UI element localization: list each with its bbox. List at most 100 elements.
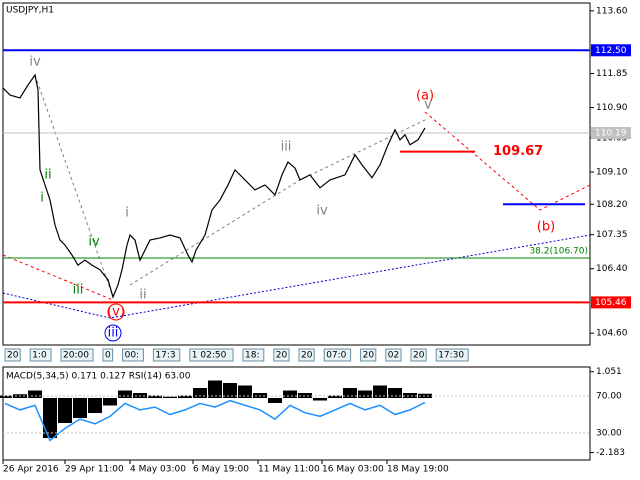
wave-label: iii <box>108 326 119 341</box>
object-tag-label: 17:3 <box>155 351 175 361</box>
object-tag-label: 20 <box>363 351 375 361</box>
wave-label: i <box>40 191 44 206</box>
y-tick-label: 111.85 <box>596 69 628 79</box>
object-tag-label: 02 <box>388 351 399 361</box>
wave-label: (a) <box>416 89 434 104</box>
object-tag <box>360 348 377 362</box>
macd-bar <box>313 398 327 401</box>
object-tag-label: 18: <box>245 351 259 361</box>
y2-tick-label: 30.00 <box>596 429 622 439</box>
macd-bar <box>283 390 297 398</box>
fib-label: 38.2(106.70) <box>529 246 588 256</box>
macd-bar <box>0 395 12 398</box>
macd-bar <box>328 395 342 398</box>
target-label: 109.67 <box>493 144 543 159</box>
main-panel <box>2 2 591 346</box>
x-tick-label: 16 May 03:00 <box>322 465 384 475</box>
macd-bar <box>208 380 222 398</box>
x-tick-label: 18 May 19:00 <box>387 465 449 475</box>
object-tag <box>385 348 402 362</box>
object-tag-label: 1:0 <box>32 351 47 361</box>
macd-bar <box>268 398 282 403</box>
macd-bar <box>238 385 252 398</box>
macd-bar <box>253 393 267 398</box>
level-tag-label: 110.19 <box>595 128 627 138</box>
level-tag-label: 112.50 <box>595 46 627 56</box>
level-tag <box>591 296 631 309</box>
macd-bar <box>103 398 117 406</box>
object-tag <box>242 348 265 362</box>
wave-label: iii <box>73 283 84 298</box>
macd-bar <box>73 398 87 418</box>
y-tick-label: 106.40 <box>596 264 628 274</box>
y-tick-label: -2.183 <box>596 448 625 458</box>
x-tick-label: 26 Apr 2016 <box>3 465 59 475</box>
x-tick-label: 11 May 11:00 <box>258 465 320 475</box>
macd-bar <box>148 395 162 398</box>
object-tag-label: 20 <box>7 351 19 361</box>
y-tick-label: 104.60 <box>596 329 628 339</box>
object-tag <box>189 348 234 362</box>
y-tick-label: 110.90 <box>596 103 628 113</box>
y-tick-label: 109.10 <box>596 168 628 178</box>
object-tag <box>435 348 469 362</box>
object-tag <box>122 348 144 362</box>
y-tick-label: 108.20 <box>596 200 628 210</box>
macd-bar <box>118 390 132 398</box>
level-tag <box>591 44 631 57</box>
macd-bar <box>133 393 147 398</box>
macd-bar <box>163 396 177 398</box>
macd-bar <box>358 390 372 398</box>
forecast-line <box>424 111 591 211</box>
macd-bar <box>403 393 417 398</box>
wave-label: iii <box>281 140 292 155</box>
y-tick-label: 1.051 <box>596 367 622 377</box>
wave-circle <box>107 303 125 321</box>
x-tick-label: 4 May 03:00 <box>130 465 186 475</box>
indicator-panel <box>2 366 591 461</box>
wave-label: iv <box>88 235 100 250</box>
object-tag <box>102 348 114 362</box>
wave-line <box>2 254 114 301</box>
macd-bar <box>58 398 72 423</box>
indicator-label: MACD(5,34,5) 0.171 0.127 RSI(14) 63.00 <box>6 372 191 382</box>
object-tag <box>4 348 21 362</box>
wave-label: ii <box>44 168 51 183</box>
object-tag-label: 20 <box>276 351 288 361</box>
macd-bar <box>193 388 207 398</box>
wave-label: i <box>125 206 129 221</box>
macd-bar <box>223 383 237 398</box>
object-tag-label: 20:00 <box>63 351 89 361</box>
x-tick-label: 6 May 19:00 <box>193 465 249 475</box>
object-tag-label: 17:30 <box>438 351 464 361</box>
object-tag <box>410 348 427 362</box>
macd-bar <box>178 395 192 398</box>
object-tag-label: 00: <box>125 351 139 361</box>
wave-label: iv <box>316 204 328 219</box>
y-tick-label: 107.35 <box>596 230 628 240</box>
level-tag <box>591 126 631 139</box>
object-tag <box>323 348 352 362</box>
object-tag-label: 20 <box>301 351 313 361</box>
chart-title: USDJPY,H1 <box>6 6 54 16</box>
wave-label: (v) <box>107 305 125 320</box>
rsi-line <box>4 399 426 442</box>
object-tag <box>298 348 315 362</box>
object-tag-label: 1 02:50 <box>192 351 227 361</box>
macd-bar <box>373 385 387 398</box>
macd-bar <box>43 398 57 438</box>
wave-label: ii <box>139 288 146 303</box>
wave-circle <box>104 324 122 342</box>
macd-bar <box>298 393 312 398</box>
object-tag-label: 20 <box>413 351 425 361</box>
y-tick-label: 113.60 <box>596 6 628 16</box>
x-tick-label: 29 Apr 11:00 <box>65 465 124 475</box>
object-tag <box>273 348 290 362</box>
object-tag <box>29 348 52 362</box>
y2-tick-label: 70.00 <box>596 392 622 402</box>
macd-bar <box>28 390 42 398</box>
object-tag-label: 07:0 <box>326 351 346 361</box>
wave-label: (b) <box>537 220 555 235</box>
object-tag <box>60 348 94 362</box>
